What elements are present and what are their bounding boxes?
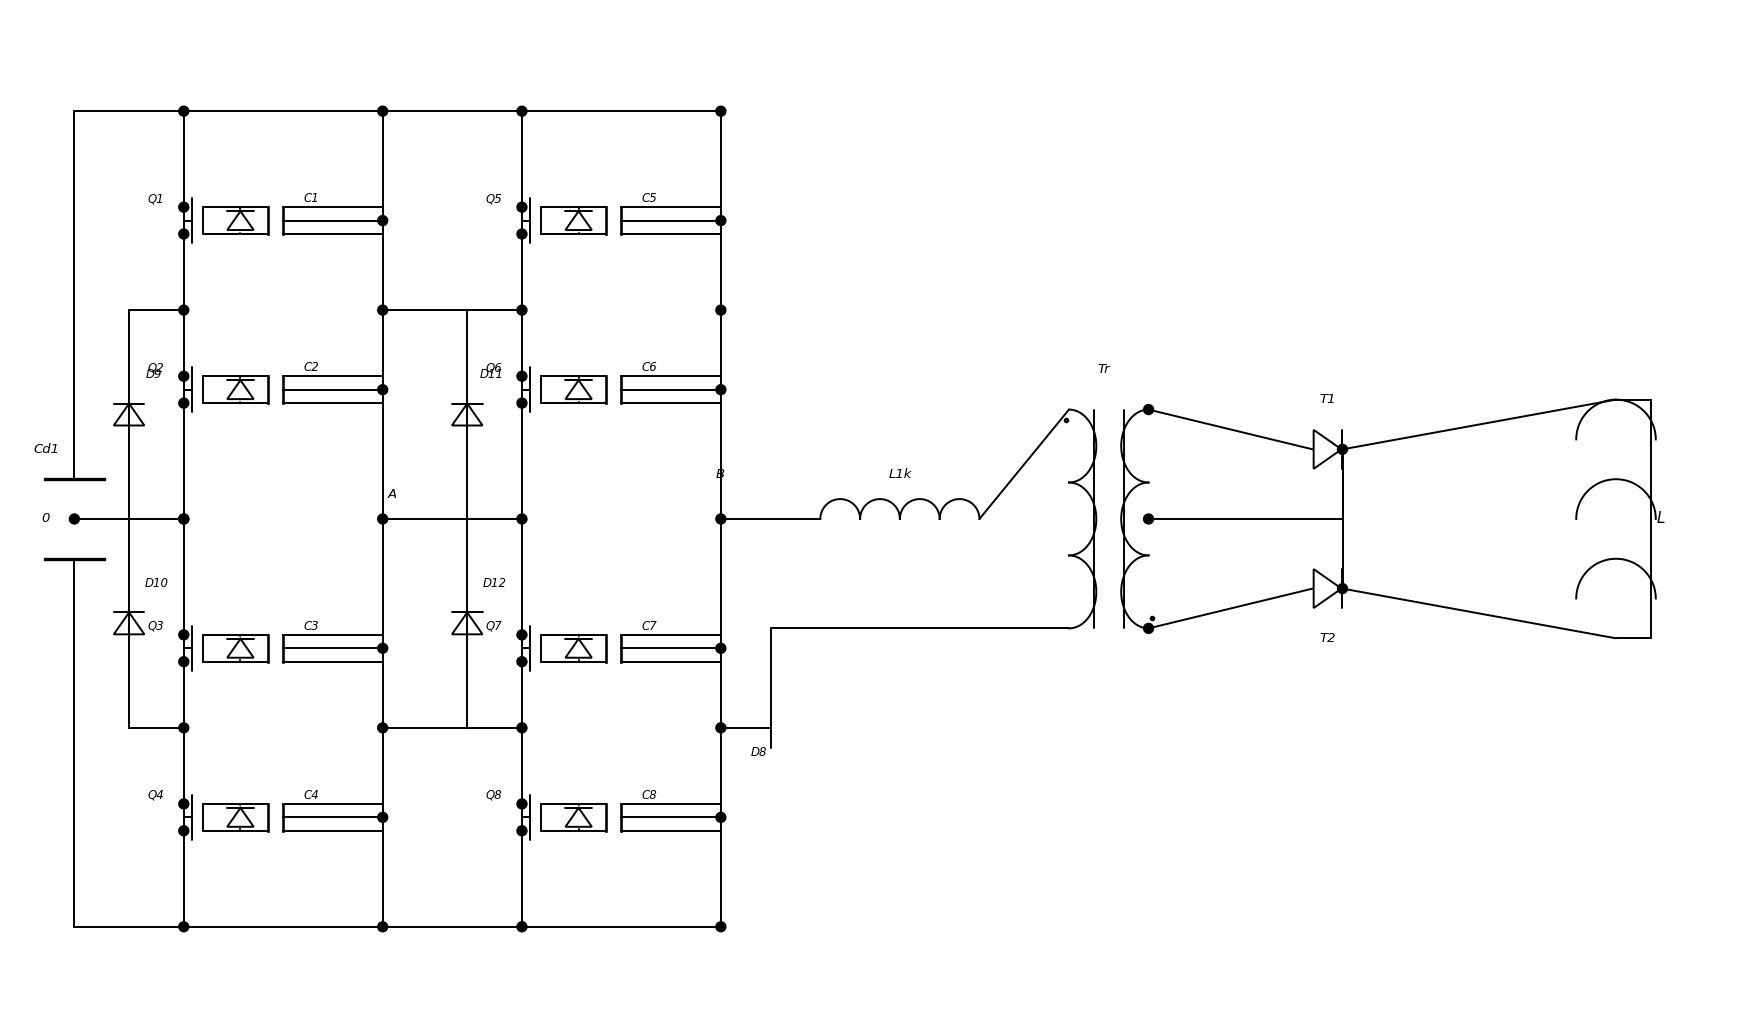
Circle shape [178,306,189,315]
Circle shape [178,922,189,931]
Circle shape [517,799,527,809]
Text: T1: T1 [1319,393,1335,406]
Text: A: A [388,488,397,501]
Text: Q1: Q1 [146,192,164,205]
Text: C1: C1 [303,192,319,205]
Text: C4: C4 [303,789,319,802]
Circle shape [1143,404,1154,415]
Circle shape [517,398,527,409]
Text: T2: T2 [1319,632,1335,645]
Circle shape [377,722,388,733]
Circle shape [178,630,189,640]
Text: Q7: Q7 [485,619,503,633]
Text: B: B [716,468,725,481]
Text: D11: D11 [480,368,505,382]
Circle shape [377,922,388,931]
Circle shape [716,385,725,395]
Circle shape [517,202,527,212]
Circle shape [716,306,725,315]
Text: Q4: Q4 [146,789,164,802]
Circle shape [716,922,725,931]
Circle shape [377,306,388,315]
Text: Q5: Q5 [485,192,503,205]
Text: C8: C8 [642,789,656,802]
Text: C5: C5 [642,192,656,205]
Circle shape [69,514,79,524]
Circle shape [377,643,388,653]
Circle shape [178,202,189,212]
Circle shape [1337,583,1348,594]
Text: Q2: Q2 [146,361,164,375]
Circle shape [517,826,527,836]
Circle shape [517,306,527,315]
Text: Q6: Q6 [485,361,503,375]
Circle shape [517,630,527,640]
Text: Q3: Q3 [146,619,164,633]
Text: C6: C6 [642,361,656,375]
Circle shape [716,106,725,116]
Circle shape [517,371,527,381]
Circle shape [517,514,527,524]
Text: Q8: Q8 [485,789,503,802]
Circle shape [377,514,388,524]
Circle shape [377,812,388,822]
Circle shape [178,229,189,239]
Circle shape [178,799,189,809]
Circle shape [716,722,725,733]
Text: D10: D10 [145,577,169,590]
Text: C3: C3 [303,619,319,633]
Text: D12: D12 [483,577,506,590]
Text: C2: C2 [303,361,319,375]
Circle shape [178,514,189,524]
Text: Tr: Tr [1097,363,1110,377]
Text: L: L [1656,511,1665,527]
Circle shape [178,657,189,667]
Text: D9: D9 [146,368,162,382]
Circle shape [517,657,527,667]
Text: L1k: L1k [889,468,912,481]
Text: D8: D8 [751,746,767,759]
Text: C7: C7 [642,619,656,633]
Circle shape [1143,624,1154,634]
Circle shape [517,106,527,116]
Circle shape [1143,514,1154,524]
Circle shape [178,722,189,733]
Circle shape [178,371,189,381]
Circle shape [178,826,189,836]
Circle shape [178,398,189,409]
Circle shape [178,106,189,116]
Circle shape [517,229,527,239]
Circle shape [377,216,388,225]
Circle shape [517,922,527,931]
Circle shape [377,106,388,116]
Circle shape [1337,445,1348,455]
Circle shape [716,514,725,524]
Circle shape [716,643,725,653]
Circle shape [517,722,527,733]
Text: Cd1: Cd1 [34,442,60,456]
Circle shape [377,385,388,395]
Circle shape [178,514,189,524]
Circle shape [716,216,725,225]
Text: 0: 0 [41,512,49,526]
Circle shape [716,812,725,822]
